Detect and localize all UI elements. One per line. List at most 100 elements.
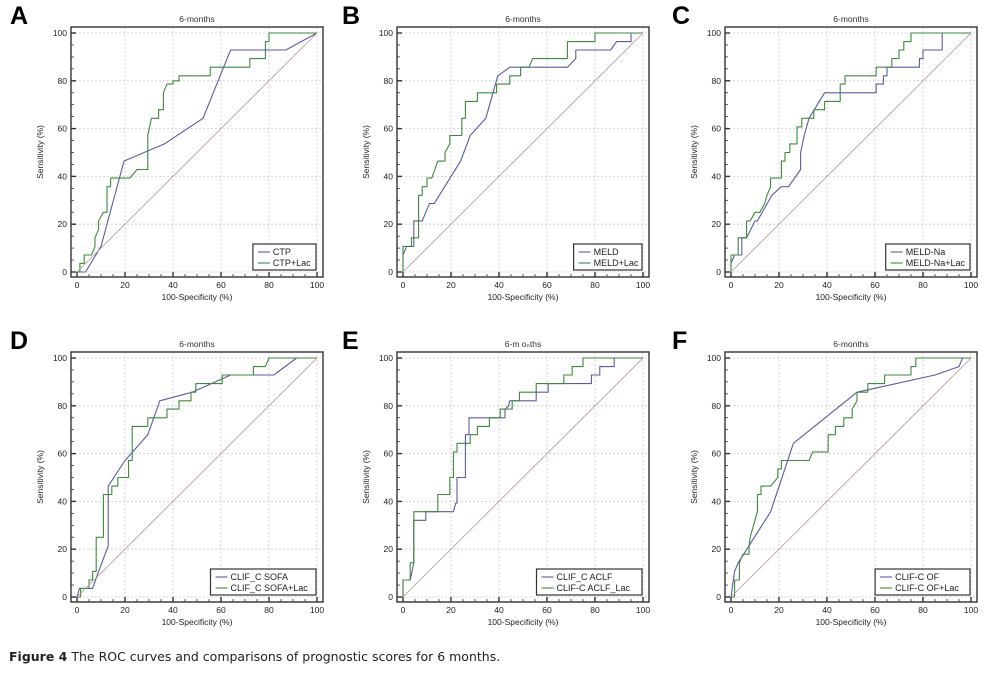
x-tick-label: 80 <box>918 280 928 290</box>
x-tick-label: 0 <box>75 280 80 290</box>
y-tick-label: 100 <box>707 28 721 38</box>
y-axis-title: Sensitivity (%) <box>35 125 45 179</box>
y-tick-label: 100 <box>53 28 67 38</box>
x-tick-label: 20 <box>120 280 130 290</box>
y-tick-label: 40 <box>58 171 68 181</box>
x-tick-label: 20 <box>446 605 456 615</box>
roc-curve-ctp <box>77 32 318 273</box>
x-tick-label: 60 <box>216 280 226 290</box>
x-axis-title: 100-Specificity (%) <box>816 292 887 302</box>
x-tick-label: 60 <box>216 605 226 615</box>
x-tick-label: 60 <box>870 605 880 615</box>
roc-curve-clif-c-sofa <box>76 357 317 598</box>
legend-label: CLIF-C OF <box>895 572 940 582</box>
reference-diagonal-line <box>76 357 318 598</box>
chart-title: 6-months <box>179 14 214 24</box>
roc-chart-a: 0 20 40 60 80 100 0 20 40 60 80 100 6-months 100-Spec… <box>35 14 324 302</box>
y-tick-label: 20 <box>384 219 394 229</box>
roc-curve-clif-c-of-lac <box>731 357 971 598</box>
y-tick-label: 60 <box>712 449 722 459</box>
x-tick-label: 60 <box>542 605 552 615</box>
y-axis-title: Sensitivity (%) <box>361 450 371 504</box>
y-tick-label: 40 <box>384 496 394 506</box>
y-axis-title: Sensitivity (%) <box>689 125 699 179</box>
x-tick-label: 80 <box>264 605 274 615</box>
y-tick-label: 60 <box>712 124 722 134</box>
x-tick-label: 40 <box>168 605 178 615</box>
x-tick-label: 20 <box>120 605 130 615</box>
x-tick-label: 20 <box>774 605 784 615</box>
y-tick-label: 100 <box>707 353 721 363</box>
legend-box <box>535 568 643 596</box>
x-tick-label: 40 <box>168 280 178 290</box>
y-tick-label: 20 <box>712 544 722 554</box>
legend-label: MELD-Na+Lac <box>906 258 966 268</box>
roc-curve-clif-c-sofa-lac <box>77 357 317 598</box>
panel-b: B 0 20 40 60 80 100 0 20 40 60 80 100 6-months 100-Sp… <box>326 0 656 315</box>
chart-title: 6-m oₙths <box>505 339 541 349</box>
y-tick-label: 60 <box>58 124 68 134</box>
panel-letter: A <box>10 2 29 30</box>
chart-title: 6-months <box>505 14 540 24</box>
panel-letter: C <box>672 2 691 30</box>
x-tick-label: 100 <box>636 280 650 290</box>
roc-curve-clif-c-aclf-lac <box>402 357 643 597</box>
x-tick-label: 100 <box>964 605 978 615</box>
y-tick-label: 100 <box>379 28 393 38</box>
panel-letter: B <box>342 2 361 30</box>
x-tick-label: 0 <box>75 605 80 615</box>
roc-curve-meld-na-lac <box>730 32 971 272</box>
y-tick-label: 0 <box>716 267 721 277</box>
y-tick-label: 100 <box>53 353 67 363</box>
panel-letter: D <box>10 327 29 355</box>
y-tick-label: 40 <box>58 496 68 506</box>
legend-label: CLIF-C ACLF_Lac <box>557 583 631 593</box>
x-axis-title: 100-Specificity (%) <box>488 617 559 627</box>
y-tick-label: 40 <box>712 171 722 181</box>
y-tick-label: 20 <box>384 544 394 554</box>
x-axis-title: 100-Specificity (%) <box>488 292 559 302</box>
legend-label: CTP <box>273 247 291 257</box>
y-tick-label: 40 <box>384 171 394 181</box>
x-tick-label: 0 <box>401 605 406 615</box>
y-tick-label: 20 <box>712 219 722 229</box>
reference-diagonal-line <box>402 357 644 598</box>
legend-box <box>252 243 317 271</box>
panel-letter: F <box>672 327 688 355</box>
y-axis-title: Sensitivity (%) <box>361 125 371 179</box>
y-tick-label: 0 <box>716 592 721 602</box>
roc-curve-clif-c-of <box>730 357 971 598</box>
y-tick-label: 100 <box>379 353 393 363</box>
legend-label: CLIF-C OF+Lac <box>895 583 959 593</box>
y-tick-label: 20 <box>58 544 68 554</box>
legend-label: CLIF_C SOFA <box>231 572 289 582</box>
x-tick-label: 0 <box>401 280 406 290</box>
x-tick-label: 40 <box>494 280 504 290</box>
reference-diagonal-line <box>76 32 318 273</box>
chart-title: 6-months <box>179 339 214 349</box>
y-tick-label: 80 <box>384 76 394 86</box>
y-tick-label: 80 <box>58 401 68 411</box>
y-tick-label: 0 <box>388 592 393 602</box>
x-tick-label: 0 <box>729 280 734 290</box>
y-tick-label: 60 <box>384 124 394 134</box>
x-axis-title: 100-Specificity (%) <box>162 292 233 302</box>
panel-a: A 0 20 40 60 80 100 0 20 40 60 80 100 6-months 100-Sp… <box>0 0 330 315</box>
panel-letter: E <box>342 327 359 355</box>
x-tick-label: 100 <box>310 605 324 615</box>
legend-label: CLIF_C ACLF <box>557 572 614 582</box>
figure-caption: Figure 4 The ROC curves and comparisons … <box>9 649 500 664</box>
panel-d: D 0 20 40 60 80 100 0 20 40 60 80 100 6-months 100-Sp… <box>0 325 330 640</box>
y-tick-label: 0 <box>388 267 393 277</box>
x-tick-label: 60 <box>870 280 880 290</box>
y-tick-label: 80 <box>712 76 722 86</box>
y-tick-label: 60 <box>58 449 68 459</box>
legend-label: CLIF_C SOFA+Lac <box>231 583 309 593</box>
reference-diagonal-line <box>402 32 644 273</box>
x-tick-label: 100 <box>310 280 324 290</box>
